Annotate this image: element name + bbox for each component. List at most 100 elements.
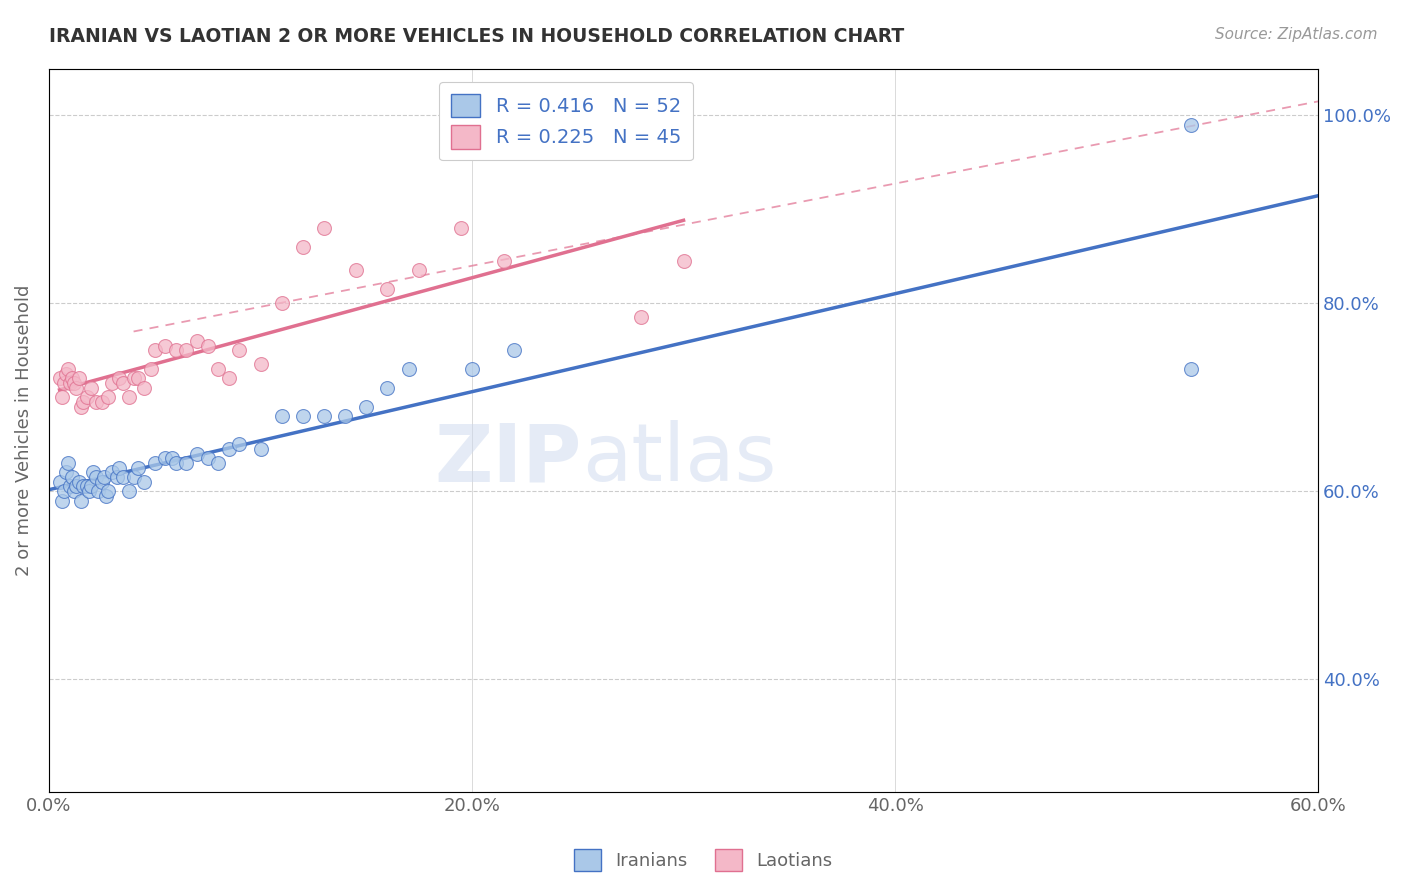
Point [60, 371, 83, 385]
Text: IRANIAN VS LAOTIAN 2 OR MORE VEHICLES IN HOUSEHOLD CORRELATION CHART: IRANIAN VS LAOTIAN 2 OR MORE VEHICLES IN… [49, 27, 904, 45]
Point [122, 470, 145, 484]
Point [101, 466, 124, 480]
Point [60, 470, 83, 484]
Point [312, 409, 335, 423]
Point [48, 371, 70, 385]
Point [118, 390, 141, 404]
Point [84, 470, 107, 484]
Point [377, 381, 399, 395]
Point [63, 484, 86, 499]
Point [356, 400, 378, 414]
Point [105, 470, 128, 484]
Point [76, 390, 98, 404]
Legend: R = 0.416   N = 52, R = 0.225   N = 45: R = 0.416 N = 52, R = 0.225 N = 45 [440, 82, 693, 161]
Point [143, 343, 166, 358]
Point [630, 310, 652, 325]
Point [176, 456, 198, 470]
Point [82, 466, 104, 480]
Point [186, 447, 208, 461]
Point [69, 493, 91, 508]
Point [67, 475, 90, 489]
Point [111, 470, 134, 484]
Point [65, 479, 87, 493]
Point [270, 296, 292, 310]
Point [69, 400, 91, 414]
Point [450, 221, 472, 235]
Point [1180, 362, 1202, 376]
Point [155, 338, 177, 352]
Point [207, 456, 229, 470]
Point [72, 395, 94, 409]
Point [65, 381, 87, 395]
Point [333, 409, 356, 423]
Point [51, 390, 73, 404]
Point [291, 409, 314, 423]
Text: ZIP: ZIP [434, 420, 582, 498]
Point [249, 442, 271, 456]
Point [207, 362, 229, 376]
Point [93, 470, 115, 484]
Point [344, 263, 367, 277]
Point [228, 343, 250, 358]
Point [90, 475, 112, 489]
Point [72, 479, 94, 493]
Point [165, 343, 187, 358]
Point [94, 489, 117, 503]
Point [197, 338, 219, 352]
Point [107, 460, 129, 475]
Point [492, 254, 515, 268]
Point [122, 371, 145, 385]
Point [134, 381, 156, 395]
Point [127, 371, 149, 385]
Point [90, 395, 112, 409]
Point [59, 376, 82, 391]
Point [408, 263, 430, 277]
Point [51, 493, 73, 508]
Point [56, 362, 79, 376]
Point [118, 484, 141, 499]
Point [155, 451, 177, 466]
Point [270, 409, 292, 423]
Point [672, 254, 695, 268]
Point [143, 456, 166, 470]
Point [86, 484, 108, 499]
Point [55, 466, 77, 480]
Point [67, 371, 90, 385]
Point [249, 357, 271, 371]
Point [1180, 118, 1202, 132]
Point [127, 460, 149, 475]
Point [101, 376, 124, 391]
Point [312, 221, 335, 235]
Point [176, 343, 198, 358]
Point [218, 442, 240, 456]
Point [97, 390, 120, 404]
Point [503, 343, 526, 358]
Point [63, 376, 86, 391]
Y-axis label: 2 or more Vehicles in Household: 2 or more Vehicles in Household [15, 285, 32, 576]
Point [186, 334, 208, 348]
Text: Source: ZipAtlas.com: Source: ZipAtlas.com [1215, 27, 1378, 42]
Point [134, 475, 156, 489]
Point [461, 362, 484, 376]
Point [107, 371, 129, 385]
Point [165, 456, 187, 470]
Point [84, 395, 107, 409]
Point [160, 451, 183, 466]
Point [76, 479, 98, 493]
Point [55, 367, 77, 381]
Point [59, 479, 82, 493]
Point [97, 484, 120, 499]
Point [56, 456, 79, 470]
Point [197, 451, 219, 466]
Point [377, 282, 399, 296]
Point [80, 381, 103, 395]
Text: atlas: atlas [582, 420, 776, 498]
Point [80, 479, 103, 493]
Point [111, 376, 134, 391]
Point [77, 484, 100, 499]
Point [52, 484, 75, 499]
Point [291, 240, 314, 254]
Point [52, 376, 75, 391]
Point [139, 362, 162, 376]
Point [228, 437, 250, 451]
